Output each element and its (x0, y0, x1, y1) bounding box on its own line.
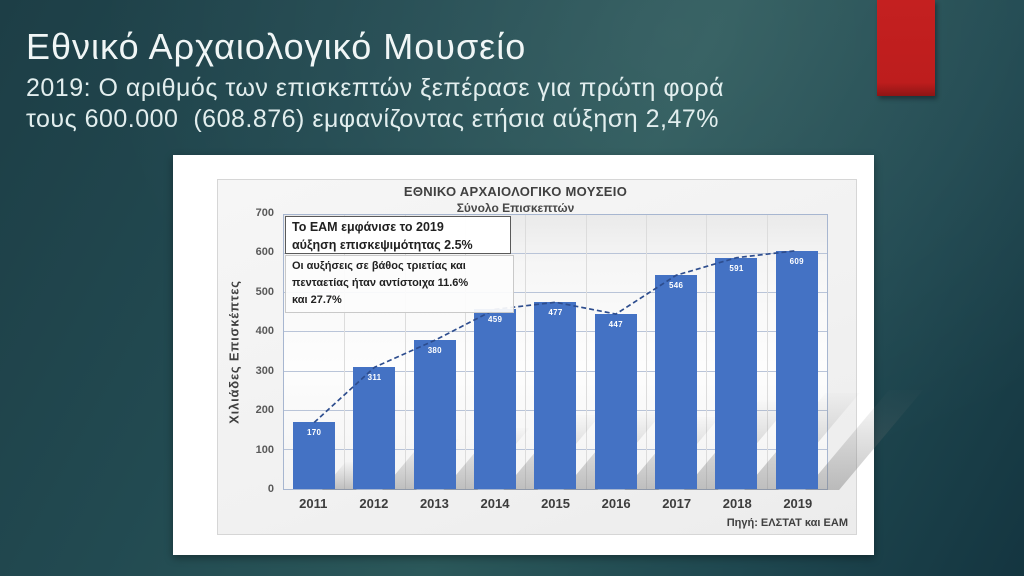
x-axis-year-label: 2014 (480, 496, 510, 511)
bar-value-label: 311 (367, 373, 382, 383)
source-note: Πηγή: ΕΛΣΤΑΤ και ΕΑΜ (726, 517, 848, 529)
bar-slot: 380 (405, 215, 530, 490)
slide-subtitle-line1: 2019: Ο αριθμός των επισκεπτών ξεπέρασε … (26, 74, 725, 103)
x-axis-year-label: 2012 (359, 496, 389, 511)
vertical-gridline (465, 215, 466, 489)
annotation-box-2: Οι αυξήσεις σε βάθος τριετίας και πενταε… (285, 255, 514, 313)
bar: 311 (353, 367, 396, 489)
vertical-gridline (766, 215, 768, 489)
bar: 609 (775, 250, 818, 489)
bar: 170 (293, 422, 336, 489)
bars-layer: 170 311 380 459 477 447 546 591 609 (284, 215, 923, 490)
bar-value-label: 609 (789, 256, 804, 266)
chart-subtitle: Σύνολο Επισκεπτών (456, 201, 575, 215)
bar-slot: 311 (344, 215, 460, 490)
vertical-gridline (525, 215, 527, 489)
bar-slot: 170 (284, 215, 380, 490)
vertical-gridline (344, 215, 346, 489)
chart-panel: ΕΘΝΙΚΟ ΑΡΧΑΙΟΛΟΓΙΚΟ ΜΟΥΣΕΙΟ Σύνολο Επισκ… (217, 179, 923, 535)
chart-title: ΕΘΝΙΚΟ ΑΡΧΑΙΟΛΟΓΙΚΟ ΜΟΥΣΕΙΟ (403, 184, 628, 199)
bar-value-label: 170 (307, 428, 322, 438)
plot-area: 170 311 380 459 477 447 546 591 609 Το ΕΑΜ εμφάν… (283, 214, 923, 490)
x-axis-year-label: 2017 (662, 496, 692, 511)
bar-value-label: 546 (669, 281, 684, 291)
vertical-gridline (585, 215, 587, 489)
slide-title: Εθνικό Αρχαιολογικό Μουσείο (26, 26, 527, 67)
y-tick-label: 500 (255, 285, 274, 298)
red-accent-rectangle (877, 0, 935, 96)
x-axis-year-label: 2013 (419, 496, 449, 511)
horizontal-gridline (284, 253, 827, 255)
bar-value-label: 380 (427, 346, 442, 356)
y-tick-label: 0 (267, 483, 274, 495)
chart-card: ΕΘΝΙΚΟ ΑΡΧΑΙΟΛΟΓΙΚΟ ΜΟΥΣΕΙΟ Σύνολο Επισκ… (173, 155, 923, 555)
bar-slot: 546 (646, 215, 794, 490)
bar-slot: 477 (525, 215, 664, 490)
bar-slot: 609 (767, 215, 923, 490)
bar: 546 (655, 275, 698, 489)
vertical-gridline (646, 215, 647, 489)
bar-value-label: 477 (548, 308, 563, 318)
x-axis-year-label: 2018 (722, 496, 752, 511)
bar-value-label: 459 (488, 315, 503, 325)
bar: 380 (413, 340, 456, 489)
horizontal-gridline (284, 292, 827, 294)
bar: 447 (594, 314, 637, 489)
bar: 477 (534, 302, 577, 489)
headline-block: Εθνικό Αρχαιολογικό Μουσείο 2019: Ο αριθ… (26, 26, 724, 135)
x-axis-year-label: 2019 (783, 496, 813, 511)
bar-slot: 459 (465, 215, 601, 490)
y-tick-label: 100 (255, 443, 274, 456)
bar-value-label: 447 (608, 320, 623, 330)
bar-slot: 447 (586, 215, 720, 490)
y-tick-label: 200 (255, 404, 274, 417)
y-tick-label: 400 (255, 325, 274, 338)
vertical-gridline (404, 215, 406, 489)
y-axis-title: Χιλιάδες Επισκέπτες (226, 280, 242, 424)
y-tick-label: 300 (255, 364, 274, 377)
bar-value-label: 591 (729, 263, 744, 273)
vertical-gridline (706, 215, 708, 489)
bar: 591 (715, 257, 758, 489)
annotation-box-1: Το ΕΑΜ εμφάνισε το 2019 αύξηση επισκεψιμ… (285, 216, 511, 254)
x-axis-year-label: 2015 (541, 496, 570, 511)
y-tick-label: 600 (255, 246, 274, 259)
x-axis-labels: 2011 2012 2013 2014 2015 2016 2017 2018 2019 (283, 496, 828, 511)
bar-slot: 591 (706, 215, 860, 490)
slide-subtitle-line2: τους 600.000 (608.876) εμφανίζοντας ετήσ… (26, 105, 720, 134)
slide-subtitle: 2019: Ο αριθμός των επισκεπτών ξεπέρασε … (26, 73, 724, 135)
bar: 459 (474, 309, 517, 489)
trendline (313, 249, 797, 424)
x-axis-year-label: 2011 (299, 496, 328, 511)
x-axis-year-label: 2016 (601, 496, 631, 511)
y-tick-label: 700 (255, 207, 274, 219)
